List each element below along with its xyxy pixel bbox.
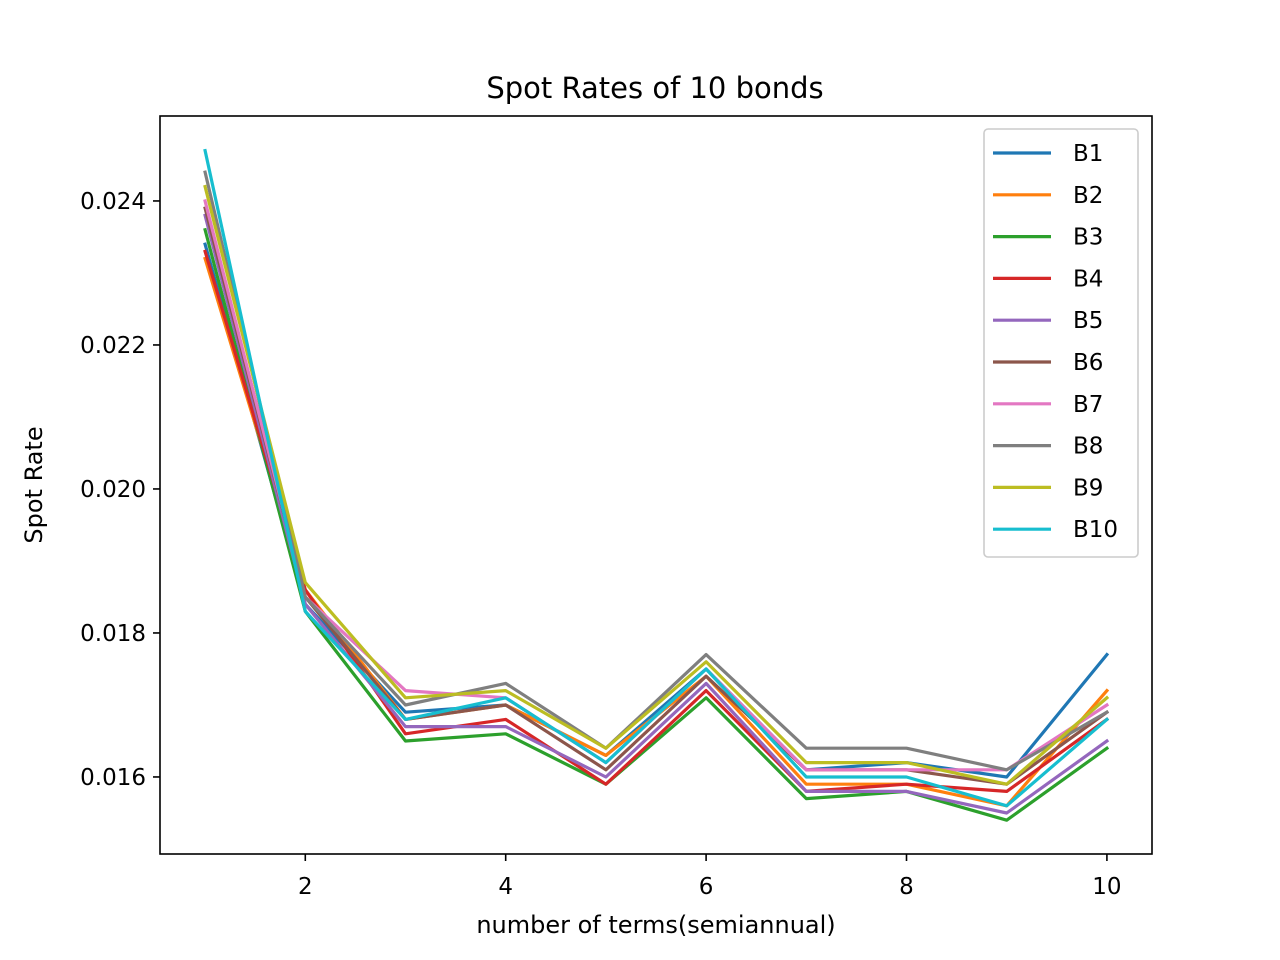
legend-label-b9: B9 [1073,475,1103,501]
x-tick-label: 8 [899,874,914,900]
x-tick-label: 6 [699,874,714,900]
plot-lines [203,148,1110,822]
y-tick-label: 0.024 [80,189,146,215]
x-axis-label: number of terms(semiannual) [476,911,835,939]
legend-label-b5: B5 [1073,308,1103,334]
legend-label-b10: B10 [1073,517,1118,543]
y-tick-label: 0.016 [80,765,146,791]
legend: B1 B2 B3 B4 B5 B6 B7 B8 B9 B10 [983,128,1139,558]
legend-label-b6: B6 [1073,350,1103,376]
legend-label-b7: B7 [1073,392,1103,418]
y-tick-label: 0.022 [80,333,146,359]
series-line-b9 [203,184,1110,786]
x-tick-label: 2 [298,874,313,900]
y-axis-label: Spot Rate [20,426,48,543]
series-line-b3 [203,227,1110,822]
legend-label-b4: B4 [1073,266,1103,292]
series-line-b1 [203,242,1110,779]
series-line-b4 [203,249,1110,794]
legend-label-b8: B8 [1073,434,1103,460]
series-line-b10 [203,148,1110,808]
x-tick-label: 10 [1092,874,1121,900]
series-line-b7 [203,199,1110,772]
legend-label-b2: B2 [1073,183,1103,209]
plot-frame [159,115,1153,855]
y-axis: 0.016 0.018 0.020 0.022 0.024 [80,189,160,791]
y-tick-label: 0.018 [80,621,146,647]
x-tick-label: 4 [498,874,513,900]
y-tick-label: 0.020 [80,477,146,503]
x-axis: 2 4 6 8 10 [298,854,1122,900]
chart-title: Spot Rates of 10 bonds [486,71,823,105]
legend-label-b3: B3 [1073,225,1103,251]
series-line-b6 [203,206,1110,786]
series-line-b8 [203,170,1110,772]
legend-label-b1: B1 [1073,141,1103,167]
